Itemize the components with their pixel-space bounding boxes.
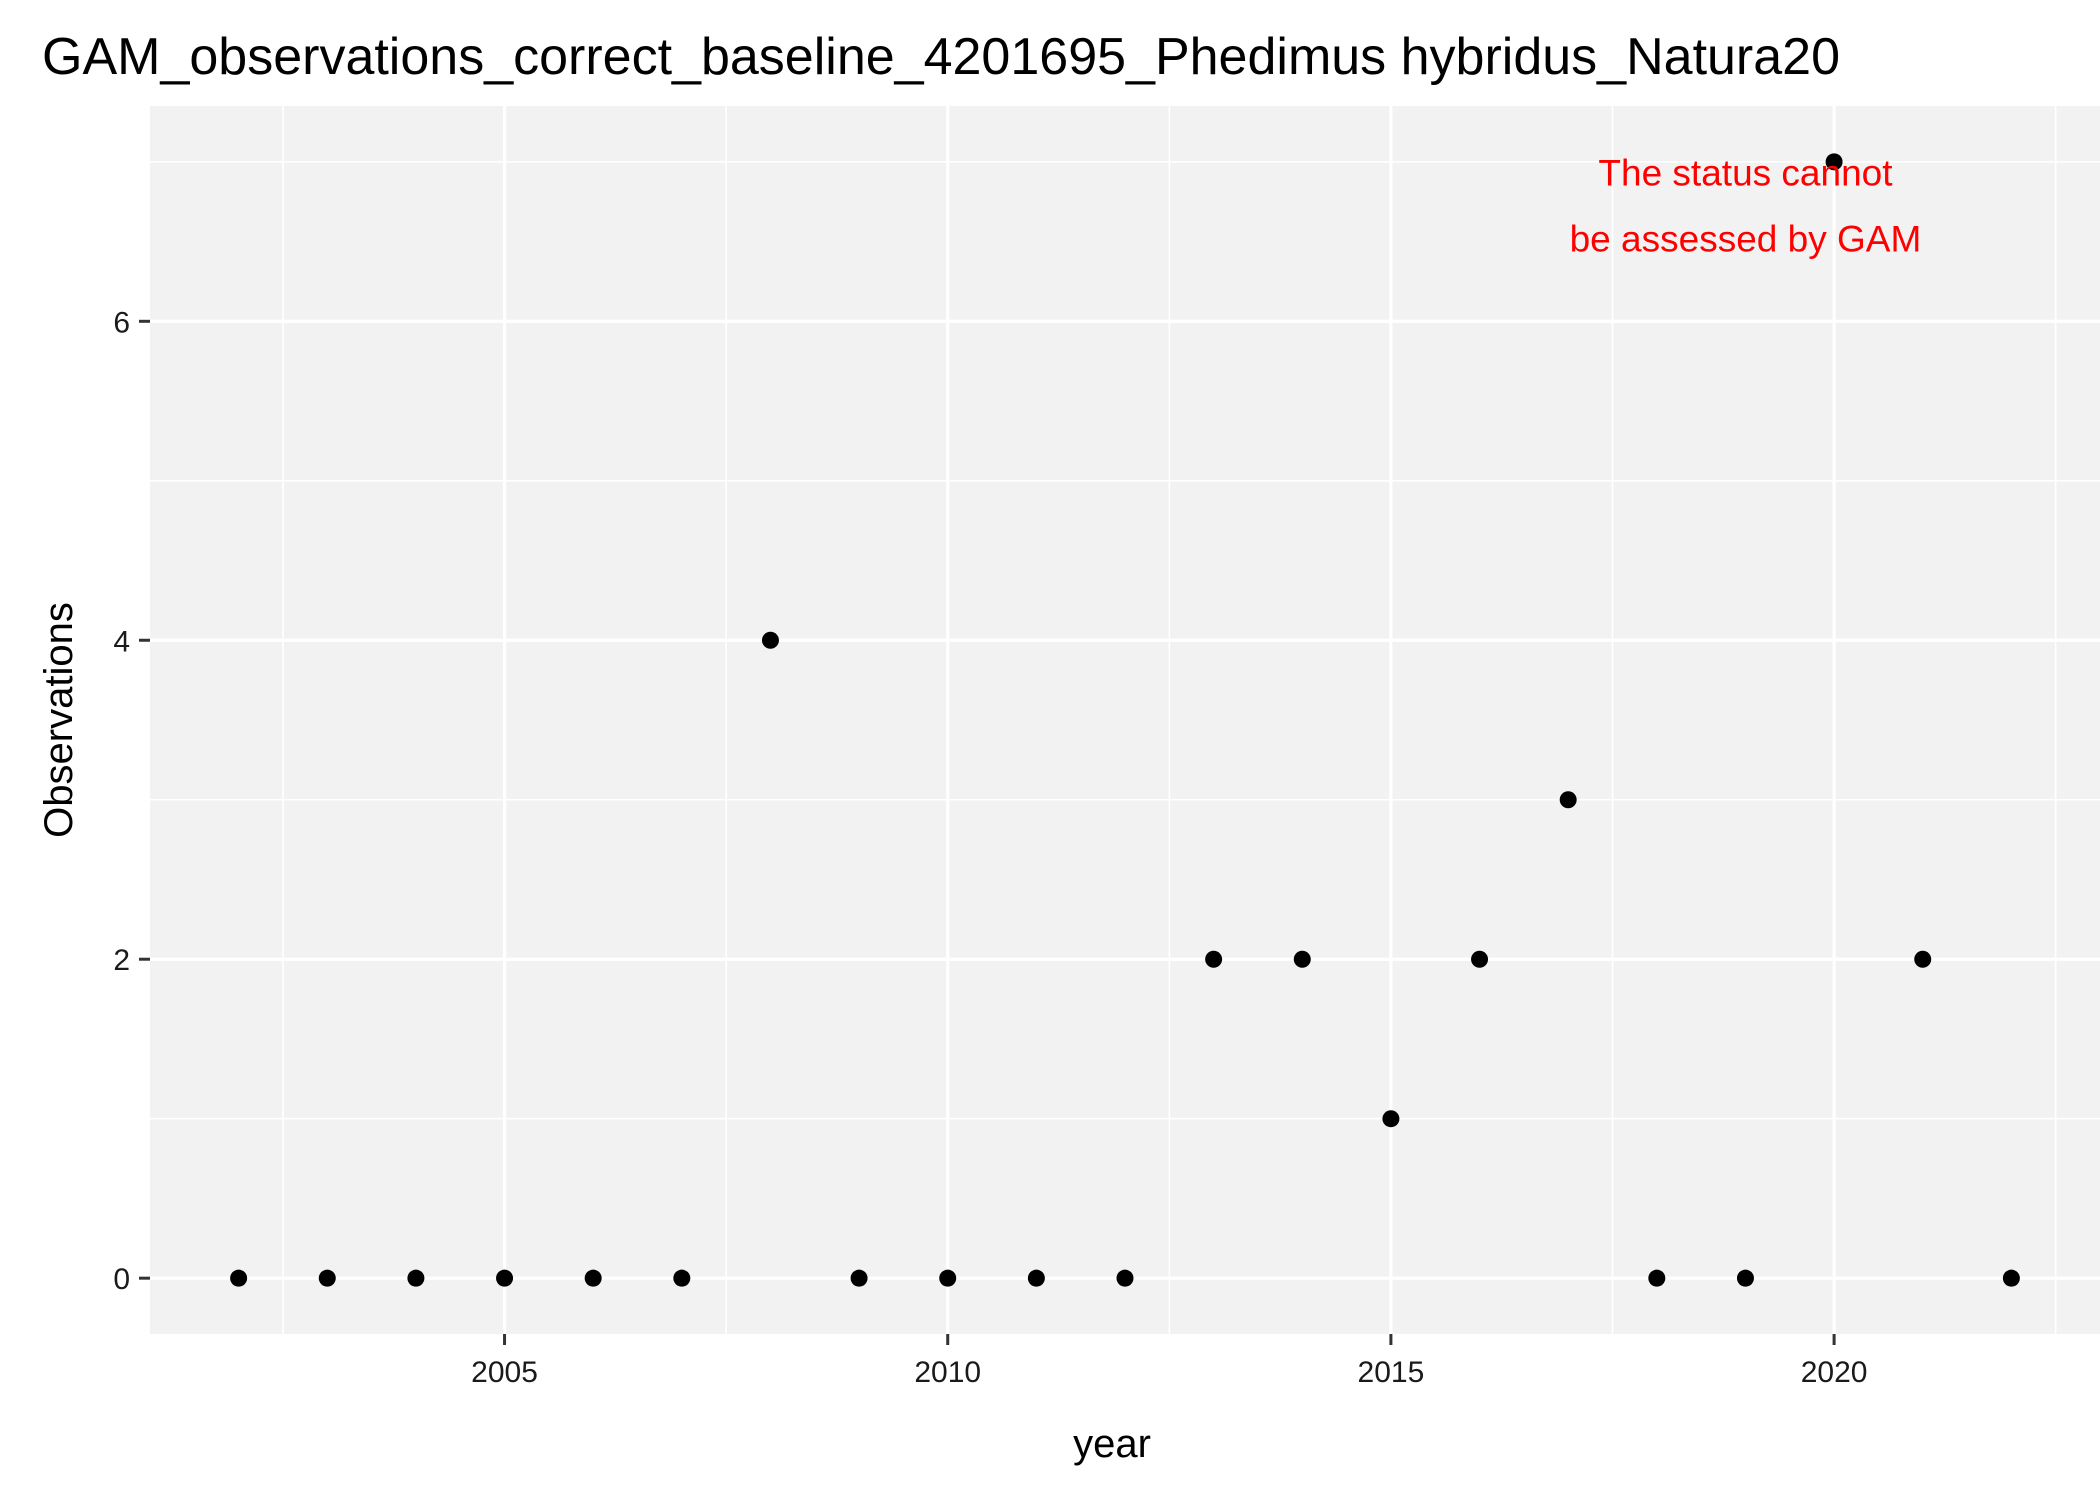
data-point-2016 [1471,950,1489,968]
y-tick-label-2: 4 [113,625,130,658]
y-tick-label-0: 0 [113,1263,130,1296]
data-point-2007 [673,1269,691,1287]
y-axis: 0 2 4 6 [113,306,150,1296]
data-point-2002 [230,1269,248,1287]
chart-title: GAM_observations_correct_baseline_420169… [42,28,1840,86]
data-point-2021 [1914,950,1932,968]
data-point-2008 [761,631,779,649]
data-point-2015 [1382,1110,1400,1128]
plot-panel [150,106,2100,1334]
data-point-2018 [1648,1269,1666,1287]
data-point-2010 [939,1269,957,1287]
x-axis-title: year [1073,1422,1151,1466]
data-point-2006 [584,1269,602,1287]
x-tick-label-2: 2015 [1358,1356,1425,1389]
data-point-2011 [1027,1269,1045,1287]
annotation-line-2: be assessed by GAM [1570,219,1922,260]
data-point-2017 [1559,791,1577,809]
data-point-2020 [1825,153,1843,171]
data-point-2022 [2002,1269,2020,1287]
data-point-2012 [1116,1269,1134,1287]
x-tick-label-3: 2020 [1801,1356,1868,1389]
y-tick-label-3: 6 [113,306,130,339]
grid-minor [150,106,2100,1334]
annotation-line-1: The status cannot [1598,153,1893,194]
data-point-2014 [1293,950,1311,968]
data-point-2003 [318,1269,336,1287]
data-point-2019 [1736,1269,1754,1287]
y-tick-label-1: 2 [113,944,130,977]
data-point-2009 [850,1269,868,1287]
data-point-2004 [407,1269,425,1287]
data-point-2005 [496,1269,514,1287]
data-point-2013 [1205,950,1223,968]
data-points [230,153,2020,1287]
x-axis: 2005 2010 2015 2020 [471,1334,1867,1389]
x-tick-label-1: 2010 [914,1356,981,1389]
y-axis-title: Observations [37,602,81,838]
x-tick-label-0: 2005 [471,1356,538,1389]
